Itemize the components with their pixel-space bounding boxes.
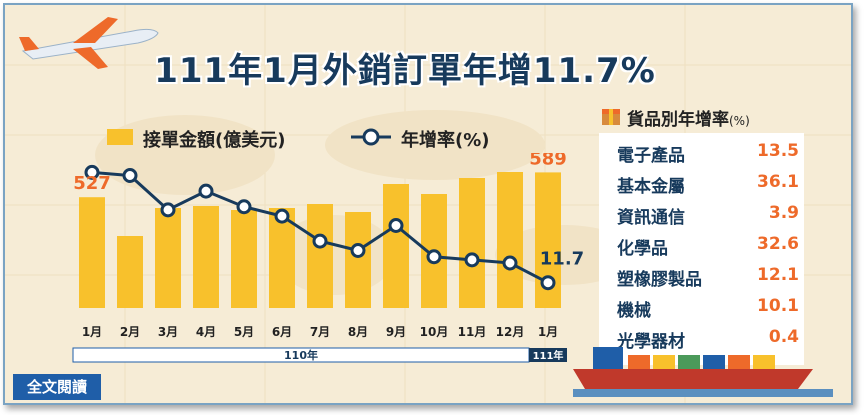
category-name: 基本金屬 — [617, 177, 685, 197]
growth-rate-point-12 — [502, 255, 518, 271]
growth-rate-point-5 — [236, 199, 252, 215]
category-row: 基本金屬 36.1 — [617, 172, 799, 200]
x-tick-label: 7月 — [310, 325, 330, 339]
category-name: 資訊通信 — [617, 208, 685, 228]
category-value: 13.5 — [757, 141, 799, 161]
category-name: 機械 — [617, 301, 651, 321]
bar-11 — [459, 178, 485, 308]
data-label: 527 — [73, 173, 111, 194]
category-row: 機械 10.1 — [617, 296, 799, 324]
year-group-box — [529, 348, 567, 362]
growth-rate-point-4 — [198, 183, 214, 199]
category-value: 0.4 — [768, 327, 799, 347]
category-value: 36.1 — [757, 172, 799, 192]
bar-2 — [117, 236, 143, 308]
x-tick-label: 11月 — [458, 325, 487, 339]
x-tick-label: 1月 — [538, 325, 558, 339]
category-row: 光學器材 0.4 — [617, 327, 799, 355]
read-full-text-button[interactable]: 全文閱讀 — [13, 374, 101, 400]
data-label: 11.7 — [540, 249, 584, 270]
category-row: 電子產品 13.5 — [617, 141, 799, 169]
box-icon — [602, 109, 620, 125]
year-group-label: 111年 — [533, 349, 564, 362]
category-row: 化學品 32.6 — [617, 234, 799, 262]
year-group-label: 110年 — [284, 348, 318, 362]
x-tick-label: 8月 — [348, 325, 368, 339]
bar-7 — [307, 204, 333, 308]
growth-rate-point-7 — [312, 233, 328, 249]
growth-rate-point-2 — [122, 168, 138, 183]
legend-bar-label: 接單金額(億美元) — [143, 130, 286, 151]
category-name: 化學品 — [617, 239, 668, 259]
category-name: 電子產品 — [617, 146, 685, 166]
growth-rate-point-8 — [350, 243, 366, 258]
legend-line-swatch — [351, 128, 391, 146]
bar-6 — [269, 208, 295, 308]
page-title: 111年1月外銷訂單年增11.7% — [154, 51, 656, 91]
panel-title: 貨品別年增率(%) — [627, 110, 750, 130]
category-value: 10.1 — [757, 296, 799, 316]
category-row: 資訊通信 3.9 — [617, 203, 799, 231]
bar-5 — [231, 210, 257, 308]
category-row: 塑橡膠製品 12.1 — [617, 265, 799, 293]
bar-4 — [193, 206, 219, 308]
data-label: 589 — [529, 153, 567, 169]
bar-12 — [497, 172, 523, 308]
growth-rate-point-6 — [274, 208, 290, 224]
growth-rate-point-3 — [160, 202, 176, 218]
bar-9 — [383, 184, 409, 308]
growth-rate-point-13 — [540, 275, 556, 291]
x-tick-label: 12月 — [496, 325, 525, 339]
card-frame: 111年1月外銷訂單年增11.7% 接單金額(億美元) 年增率(%) 1月 2月 3… — [3, 3, 853, 405]
bar-1 — [79, 197, 105, 308]
x-tick-label: 2月 — [120, 325, 140, 339]
category-value: 32.6 — [757, 234, 799, 254]
x-tick-label: 4月 — [196, 325, 216, 339]
growth-rate-point-1 — [84, 164, 100, 180]
airplane-icon — [19, 17, 159, 69]
bar-8 — [345, 212, 371, 308]
x-tick-label: 1月 — [82, 325, 102, 339]
x-tick-label: 3月 — [158, 325, 178, 339]
x-tick-label: 6月 — [272, 325, 292, 339]
growth-rate-point-9 — [388, 218, 404, 233]
category-value: 3.9 — [768, 203, 799, 223]
growth-rate-point-11 — [464, 252, 480, 268]
chart: 1月 2月 3月 4月 5月 6月 7月 8月 9月 10月 11月 12月 1月 527 589 11.7 1… — [72, 153, 584, 363]
category-name: 光學器材 — [617, 332, 685, 352]
cargo-ship-icon — [573, 347, 833, 397]
legend-line-label: 年增率(%) — [401, 130, 490, 151]
x-tick-label: 10月 — [420, 325, 449, 339]
x-tick-label: 5月 — [234, 325, 254, 339]
category-value: 12.1 — [757, 265, 799, 285]
legend-bar-swatch — [107, 129, 133, 145]
bar-3 — [155, 208, 181, 308]
x-tick-label: 9月 — [386, 325, 406, 339]
category-panel — [599, 133, 804, 365]
category-name: 塑橡膠製品 — [617, 270, 702, 290]
growth-rate-point-10 — [426, 249, 442, 265]
